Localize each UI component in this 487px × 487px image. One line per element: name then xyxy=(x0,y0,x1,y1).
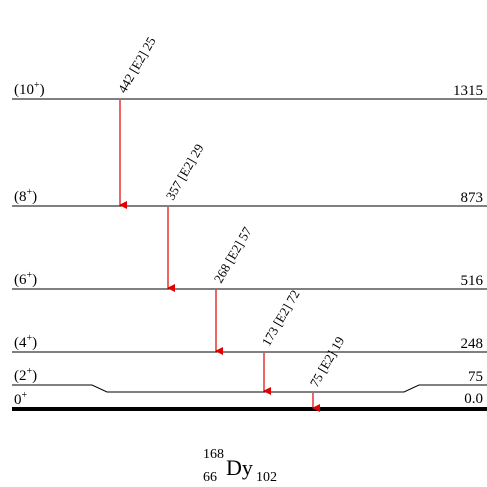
transition-label-173: 173 [E2] 72 xyxy=(259,287,303,348)
transition-label-75: 75 [E2] 19 xyxy=(307,334,348,390)
energy-label-248: 248 xyxy=(461,336,484,352)
nucleus-symbol: Dy xyxy=(226,455,253,480)
energy-label-0: 0.0 xyxy=(464,391,483,407)
energy-label-516: 516 xyxy=(461,273,484,289)
nucleus-atomic-number: 66 xyxy=(203,470,217,485)
energy-label-1315: 1315 xyxy=(453,83,483,99)
energy-label-873: 873 xyxy=(461,190,484,206)
nucleus-mass-number: 168 xyxy=(203,447,224,462)
nucleus-neutron-number: 102 xyxy=(256,470,277,485)
spin-label-6plus: (6+) xyxy=(14,270,37,288)
spin-label-8plus: (8+) xyxy=(14,187,37,205)
energy-label-75: 75 xyxy=(468,369,483,385)
transition-label-442: 442 [E2] 25 xyxy=(115,34,159,95)
transition-label-357: 357 [E2] 29 xyxy=(163,141,207,202)
spin-label-10plus: (10+) xyxy=(14,80,45,98)
transition-label-268: 268 [E2] 57 xyxy=(211,224,255,286)
spin-label-2plus: (2+) xyxy=(14,366,37,384)
spin-label-0plus: 0+ xyxy=(14,390,28,408)
spin-label-4plus: (4+) xyxy=(14,333,37,351)
level-line-2plus xyxy=(12,384,487,393)
nucleus-label: 168 66 Dy 102 xyxy=(203,447,277,485)
